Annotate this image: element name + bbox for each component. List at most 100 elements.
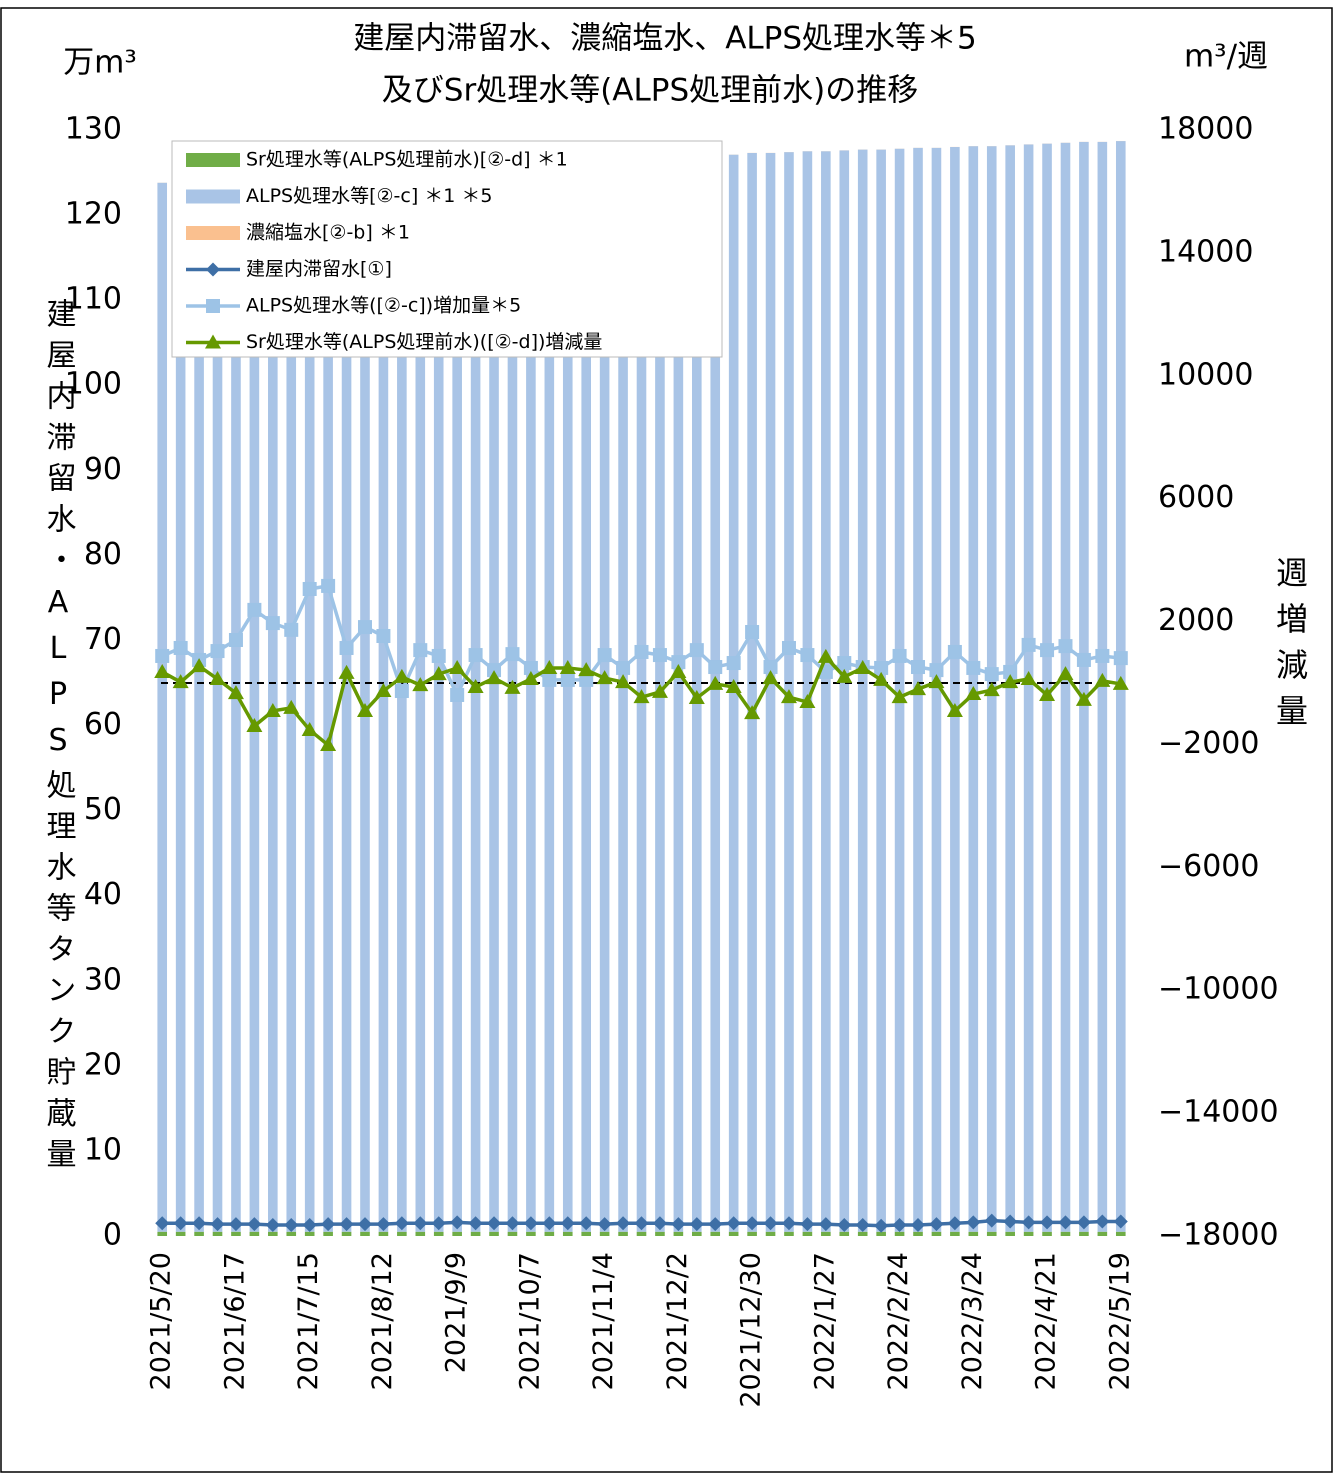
marker xyxy=(597,648,612,663)
marker xyxy=(1003,664,1018,679)
lines xyxy=(154,578,1129,1233)
bar xyxy=(765,1231,776,1236)
bar xyxy=(839,1231,850,1236)
bar xyxy=(1097,1231,1108,1236)
marker xyxy=(431,648,446,663)
bar xyxy=(360,166,370,1232)
marker xyxy=(891,689,908,704)
marker xyxy=(487,1216,502,1231)
marker xyxy=(578,662,595,677)
marker xyxy=(651,683,668,698)
marker xyxy=(671,1217,686,1232)
x-tick-label: 2021/6/17 xyxy=(219,1252,250,1390)
marker xyxy=(172,674,189,689)
marker xyxy=(339,640,354,655)
bar xyxy=(1023,1231,1034,1236)
marker xyxy=(597,1217,612,1232)
y2-axis-title: 週増減量 xyxy=(1271,556,1309,740)
marker xyxy=(799,694,816,709)
bar xyxy=(821,1231,831,1236)
marker xyxy=(284,622,299,637)
bar xyxy=(562,1231,573,1236)
bar xyxy=(1042,1231,1052,1236)
marker xyxy=(468,648,483,663)
marker xyxy=(818,1217,833,1232)
x-tick-label: 2022/5/19 xyxy=(1104,1252,1135,1390)
marker xyxy=(984,667,999,682)
marker xyxy=(394,1216,409,1231)
bar xyxy=(728,1231,739,1236)
marker xyxy=(321,1217,336,1232)
marker xyxy=(983,682,1000,697)
marker xyxy=(431,1216,446,1231)
y-tick-label: 100 xyxy=(65,367,122,402)
marker xyxy=(689,1217,704,1232)
marker xyxy=(854,659,871,674)
marker xyxy=(763,1216,778,1231)
marker xyxy=(837,1217,852,1232)
bar xyxy=(323,169,333,1232)
marker xyxy=(965,686,982,701)
marker xyxy=(1113,651,1128,666)
marker xyxy=(579,672,594,687)
marker xyxy=(910,681,927,696)
marker xyxy=(210,1217,225,1232)
y-axis-title: 建屋内滞留水・ALPS処理水等タンク貯蔵量 xyxy=(41,298,77,1179)
marker xyxy=(154,663,171,678)
x-tick-label: 2021/7/15 xyxy=(293,1252,324,1390)
marker xyxy=(781,640,796,655)
marker xyxy=(780,689,797,704)
bar xyxy=(378,1231,389,1236)
bar xyxy=(581,1231,591,1236)
bar xyxy=(433,1231,444,1236)
bar xyxy=(175,1231,186,1236)
marker xyxy=(726,1216,741,1231)
bar xyxy=(913,1231,923,1236)
marker xyxy=(246,718,263,733)
marker xyxy=(559,659,576,674)
marker xyxy=(1112,675,1129,690)
y2-tick-label: −10000 xyxy=(1158,972,1279,1007)
y2-tick-label: −6000 xyxy=(1158,849,1259,884)
marker xyxy=(302,581,317,596)
legend-label: ALPS処理水等([②-c])増加量＊5 xyxy=(246,295,521,317)
bar xyxy=(747,152,757,1232)
marker xyxy=(1040,1215,1055,1230)
marker xyxy=(206,299,220,313)
marker xyxy=(892,648,907,663)
bar xyxy=(397,164,407,1232)
legend-box xyxy=(171,140,723,358)
bar xyxy=(526,1231,536,1236)
bar xyxy=(857,1231,868,1236)
marker xyxy=(357,1217,372,1232)
marker xyxy=(227,685,244,700)
bar xyxy=(489,1231,499,1236)
marker xyxy=(265,1217,280,1232)
y-tick-label: 70 xyxy=(84,622,122,657)
bar xyxy=(304,1231,315,1236)
bar xyxy=(1005,145,1015,1232)
bar xyxy=(268,1231,278,1236)
marker xyxy=(375,682,392,697)
marker xyxy=(522,671,539,686)
y-tick-label: 80 xyxy=(84,537,122,572)
marker xyxy=(616,1216,631,1231)
x-tick-label: 2022/4/21 xyxy=(1031,1252,1062,1390)
marker xyxy=(670,663,687,678)
marker xyxy=(652,648,667,663)
y-tick-label: 10 xyxy=(84,1132,122,1167)
bar xyxy=(673,157,684,1232)
bar xyxy=(1079,1231,1089,1236)
marker xyxy=(874,660,889,675)
legend-label: Sr処理水等(ALPS処理前水)([②-d])増減量 xyxy=(246,331,602,353)
marker xyxy=(689,643,704,658)
y2-tick-label: 18000 xyxy=(1158,112,1253,147)
marker xyxy=(726,656,741,671)
bar xyxy=(544,1231,555,1236)
marker xyxy=(966,1215,981,1230)
bar xyxy=(249,1231,260,1236)
marker xyxy=(542,1216,557,1231)
y2-tick-label: 6000 xyxy=(1158,480,1234,515)
marker xyxy=(1057,666,1074,681)
bar xyxy=(802,1231,813,1236)
